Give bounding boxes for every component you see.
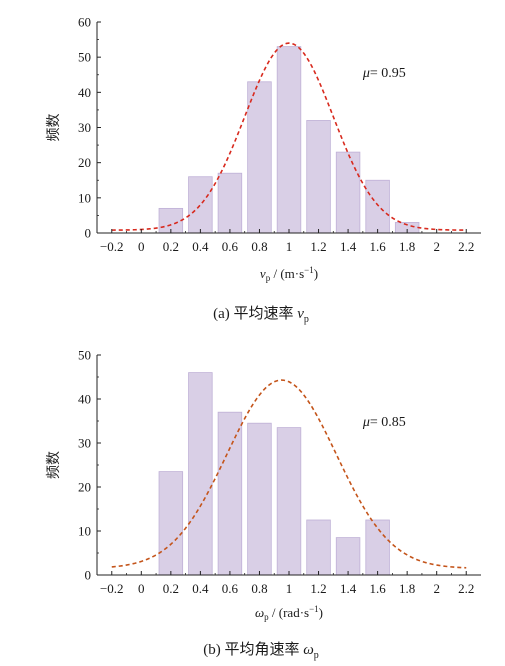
- mu-value-a: = 0.95: [370, 66, 406, 81]
- y-tick-label-a-1: 10: [78, 190, 91, 205]
- y-tick-label-a-2: 20: [78, 155, 91, 170]
- fit-curve-b: [111, 379, 467, 569]
- chart-panel-b: 0 10 20 30 40 50 −0.2 0 0.2 0.4 0.6 0.8 1 1.2 1.4 1.6 1.…: [46, 348, 481, 661]
- x-tick-label-b-11: 2: [433, 581, 440, 596]
- x-tick-label-b-1: 0: [138, 581, 145, 596]
- x-tick-label-a-1: 0: [138, 239, 145, 254]
- mu-symbol-b: μ: [362, 415, 370, 430]
- bar-a-2: [188, 176, 213, 234]
- caption-sub-b: p: [314, 650, 319, 661]
- x-tick-label-a-7: 1.2: [310, 239, 326, 254]
- x-tick-label-b-2: 0.2: [163, 581, 179, 596]
- x-tick-label-a-10: 1.8: [399, 239, 415, 254]
- x-tick-label-a-2: 0.2: [163, 239, 179, 254]
- x-axis-label-a: vp / (m·s−1): [260, 265, 318, 283]
- caption-text-b: (b) 平均角速率: [203, 641, 303, 658]
- y-tick-label-b-3: 30: [78, 436, 91, 451]
- x-tick-label-b-3: 0.4: [192, 581, 209, 596]
- bar-b-8: [365, 519, 390, 576]
- x-tick-label-b-8: 1.4: [340, 581, 357, 596]
- bar-a-4: [247, 81, 272, 234]
- bar-b-2: [188, 372, 213, 576]
- caption-symbol-a: v: [297, 306, 304, 322]
- x-label-unit-end-a: ): [314, 266, 318, 281]
- bar-b-5: [276, 427, 302, 576]
- bar-b-7: [335, 537, 361, 576]
- bar-a-7: [335, 151, 361, 234]
- x-label-sub-a: p: [266, 273, 271, 283]
- bar-b-3: [217, 411, 243, 576]
- x-tick-label-a-11: 2: [433, 239, 440, 254]
- x-tick-label-a-8: 1.4: [340, 239, 357, 254]
- x-axis-label-b: ωp / (rad·s−1): [255, 604, 323, 622]
- bar-a-6: [306, 120, 331, 234]
- x-tick-label-b-0: −0.2: [100, 581, 124, 596]
- mu-value-b: = 0.85: [370, 415, 406, 430]
- y-axis-label-a: 频数: [46, 114, 62, 142]
- y-tick-label-b-2: 20: [78, 480, 91, 495]
- y-tick-label-a-3: 30: [78, 120, 91, 135]
- y-tick-label-a-6: 60: [78, 15, 91, 30]
- x-tick-label-a-4: 0.6: [222, 239, 239, 254]
- x-tick-label-b-9: 1.6: [369, 581, 386, 596]
- x-tick-label-a-12: 2.2: [458, 239, 474, 254]
- y-tick-label-a-4: 40: [78, 85, 91, 100]
- y-tick-label-b-4: 40: [78, 392, 91, 407]
- caption-sub-a: p: [304, 314, 309, 325]
- x-label-unit-a: / (m·s: [270, 266, 304, 281]
- bar-b-6: [306, 519, 331, 576]
- mu-annotation-a: μ= 0.95: [362, 66, 406, 81]
- x-label-symbol-b: ω: [255, 605, 264, 620]
- x-tick-label-b-12: 2.2: [458, 581, 474, 596]
- bar-a-3: [217, 172, 243, 234]
- bars-a: [158, 46, 420, 234]
- x-tick-label-b-10: 1.8: [399, 581, 415, 596]
- caption-a: (a) 平均速率 vp: [213, 305, 309, 325]
- x-label-unit-sup-a: −1: [304, 265, 314, 275]
- bars-b: [158, 372, 390, 576]
- y-tick-label-b-1: 10: [78, 524, 91, 539]
- y-tick-label-b-5: 50: [78, 348, 91, 363]
- bar-a-5: [276, 46, 302, 234]
- x-label-unit-end-b: ): [319, 605, 323, 620]
- x-tick-label-a-3: 0.4: [192, 239, 209, 254]
- x-tick-label-b-4: 0.6: [222, 581, 239, 596]
- caption-b: (b) 平均角速率 ωp: [203, 641, 319, 661]
- bar-b-1: [158, 471, 184, 576]
- chart-panel-a: 0 10 20 30 40 50 60 −0.2 0 0.2 0.4 0.6 0.8 1 1.2 1.4 1.6…: [46, 15, 481, 325]
- x-label-sub-b: p: [264, 612, 269, 622]
- x-tick-label-b-5: 0.8: [251, 581, 267, 596]
- mu-annotation-b: μ= 0.85: [362, 415, 406, 430]
- y-tick-label-b-0: 0: [85, 568, 92, 583]
- x-tick-label-a-9: 1.6: [369, 239, 386, 254]
- x-tick-label-b-6: 1: [286, 581, 293, 596]
- x-label-unit-b: / (rad·s: [269, 605, 309, 620]
- x-tick-label-a-0: −0.2: [100, 239, 124, 254]
- mu-symbol-a: μ: [362, 66, 370, 81]
- bar-a-8: [365, 179, 390, 234]
- y-tick-label-a-0: 0: [85, 226, 92, 241]
- y-tick-label-a-5: 50: [78, 50, 91, 65]
- bar-b-4: [247, 422, 272, 576]
- caption-text-a: (a) 平均速率: [213, 305, 297, 322]
- x-label-unit-sup-b: −1: [309, 604, 319, 614]
- x-tick-label-a-5: 0.8: [251, 239, 267, 254]
- x-tick-label-b-7: 1.2: [310, 581, 326, 596]
- x-tick-label-a-6: 1: [286, 239, 293, 254]
- fit-curve-a: [111, 42, 467, 231]
- x-label-symbol-a: v: [260, 266, 266, 281]
- caption-symbol-b: ω: [303, 642, 314, 658]
- y-axis-label-b: 频数: [46, 451, 62, 479]
